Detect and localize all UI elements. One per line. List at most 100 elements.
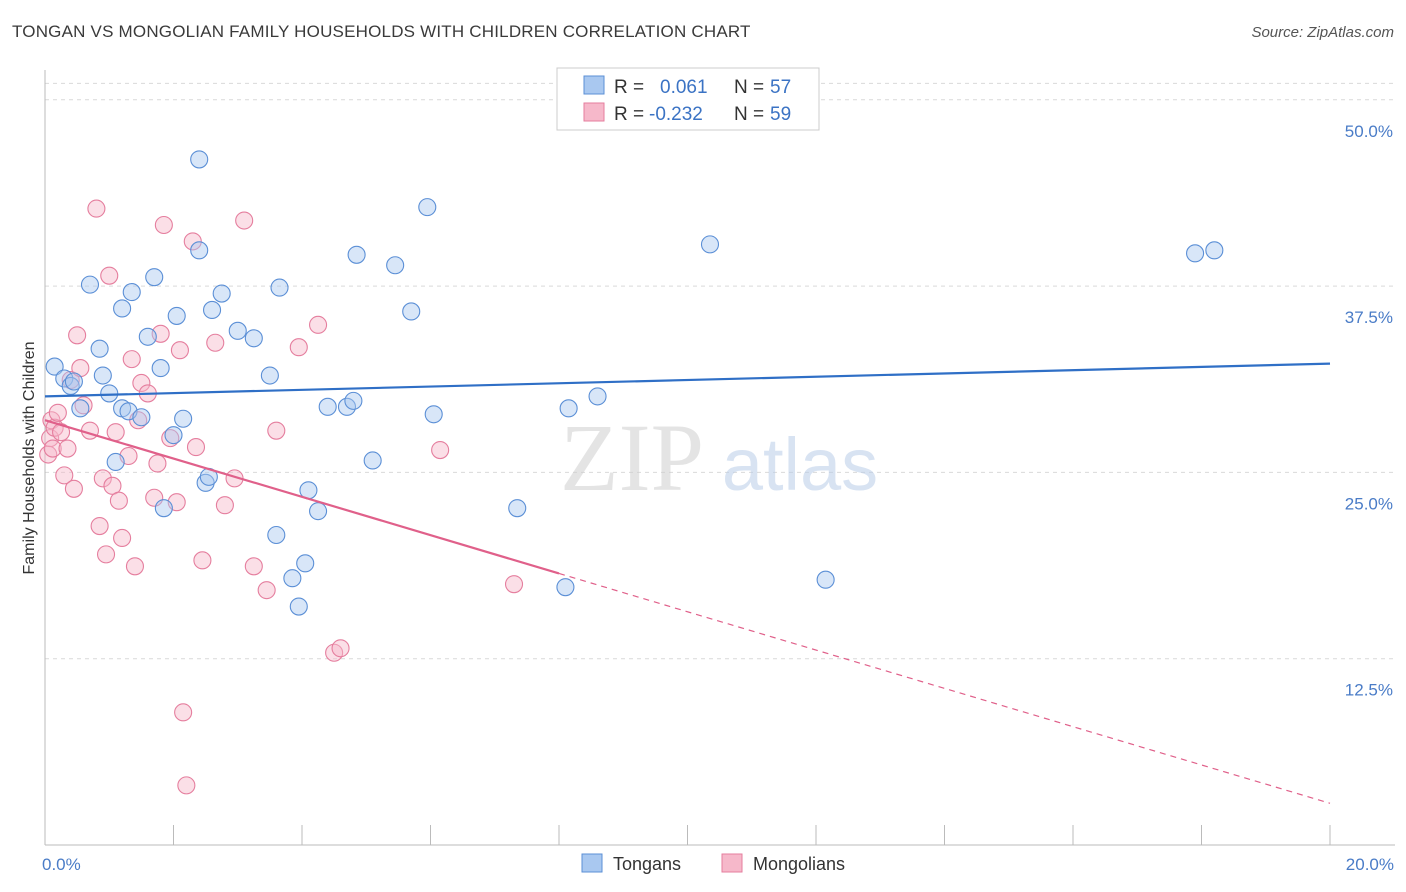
mongolian-point: [148, 454, 167, 473]
mongolian-point: [235, 211, 254, 230]
tongan-point: [260, 366, 279, 385]
legend-r-label-2: R =: [614, 104, 644, 125]
y-tick-label: 37.5%: [1345, 308, 1393, 327]
tongan-point: [559, 399, 578, 418]
tongan-point: [151, 359, 170, 378]
tongan-point: [212, 284, 231, 303]
mongolian-point: [64, 479, 83, 498]
tongan-point: [508, 499, 527, 518]
mongolian-point: [58, 439, 77, 458]
source-label: Source: ZipAtlas.com: [1251, 24, 1394, 41]
mongolian-points: [39, 199, 524, 795]
x-tick-labels: 0.0% 20.0%: [42, 855, 1394, 874]
tongan-point: [80, 275, 100, 294]
mongolian-point: [154, 215, 173, 235]
tongan-point: [700, 235, 720, 254]
legend-n-label-1: N =: [734, 77, 764, 98]
mongolian-point: [289, 338, 308, 357]
tongan-point: [318, 397, 337, 416]
tongan-point: [588, 387, 607, 406]
tongan-point: [344, 391, 363, 410]
y-axis-label: Family Households with Children: [21, 342, 38, 575]
tongan-point: [122, 283, 141, 302]
mongolian-point: [74, 396, 93, 415]
y-tick-label: 12.5%: [1345, 681, 1393, 700]
mongolian-point: [52, 423, 71, 442]
legend-r-label-1: R =: [614, 77, 644, 98]
tongan-point: [138, 327, 157, 346]
tongan-point: [386, 256, 405, 275]
mongolian-point: [186, 438, 206, 457]
mongolian-point: [125, 557, 144, 576]
tongan-point: [1205, 241, 1224, 260]
tongan-point: [145, 268, 164, 287]
mongolian-point: [244, 557, 263, 576]
legend-swatch-tongans: [583, 75, 605, 95]
tongan-point: [93, 366, 112, 385]
legend-n-value-2: 59: [770, 104, 791, 125]
trend-lines: [44, 362, 1331, 804]
mongolian-point: [174, 703, 193, 722]
tongan-point: [556, 578, 575, 597]
bottom-legend-swatch-mongolians: [721, 853, 743, 873]
bottom-legend-label-tongans: Tongans: [613, 854, 681, 874]
mongolian-point: [257, 581, 276, 600]
mongolian-point: [61, 370, 80, 390]
tongan-point: [71, 399, 90, 418]
mongolian-point: [267, 421, 286, 440]
mongolian-point: [43, 439, 62, 458]
tongan-point: [100, 384, 119, 403]
mongolian-point: [93, 469, 112, 488]
legend-n-value-1: 57: [770, 77, 791, 98]
mongolian-point: [41, 429, 60, 448]
legend-n-label-2: N =: [734, 104, 764, 125]
x-tick-label: 0.0%: [42, 855, 81, 874]
mongolian-point: [309, 315, 328, 334]
watermark: ZIP atlas: [560, 404, 878, 511]
tongan-points: [45, 150, 1224, 616]
mongolian-point: [331, 639, 350, 658]
chart-title: TONGAN VS MONGOLIAN FAMILY HOUSEHOLDS WI…: [12, 22, 751, 41]
mongolian-point: [55, 466, 74, 485]
tongan-point: [106, 452, 125, 472]
axes: [44, 70, 1395, 846]
tongan-point: [270, 278, 289, 297]
legend-r-value-1: 0.061: [660, 77, 708, 98]
tongan-point: [167, 306, 186, 325]
mongolian-point: [48, 403, 67, 422]
tongan-point: [228, 321, 247, 340]
tongan-point: [309, 502, 328, 521]
y-tick-label: 50.0%: [1345, 122, 1393, 141]
series-legend: Tongans Mongolians: [581, 853, 845, 874]
tongan-point: [283, 569, 302, 588]
legend-swatch-mongolians: [583, 102, 605, 122]
mongolian-point: [109, 491, 128, 510]
tongan-point: [296, 554, 315, 573]
tongan-point: [203, 300, 222, 320]
tongan-point: [113, 299, 132, 318]
tongan-point: [347, 245, 366, 264]
tongan-point: [418, 198, 437, 217]
mongolian-point: [215, 496, 234, 515]
mongolian-point: [170, 341, 189, 360]
mongolian-point: [113, 528, 132, 548]
tongan-point: [64, 372, 83, 391]
y-tick-labels: 12.5% 25.0% 37.5% 50.0%: [1345, 122, 1393, 700]
y-tick-label: 25.0%: [1345, 494, 1393, 513]
tongan-point: [154, 499, 173, 518]
mongolian-point: [132, 373, 151, 393]
tongan-point: [190, 150, 209, 169]
x-tick-label: 20.0%: [1346, 855, 1394, 874]
trend-line-0: [44, 362, 1331, 398]
mongolian-point: [161, 429, 180, 448]
mongolian-point: [103, 476, 122, 495]
mongolian-point: [431, 440, 450, 460]
mongolian-point: [183, 232, 202, 251]
tongan-point: [174, 409, 193, 428]
trend-line-dashed-1: [558, 572, 1331, 804]
bottom-legend-swatch-tongans: [581, 853, 603, 873]
mongolian-point: [106, 423, 125, 442]
tongan-point: [289, 597, 308, 616]
mongolian-point: [90, 517, 109, 536]
tongan-point: [244, 329, 263, 348]
